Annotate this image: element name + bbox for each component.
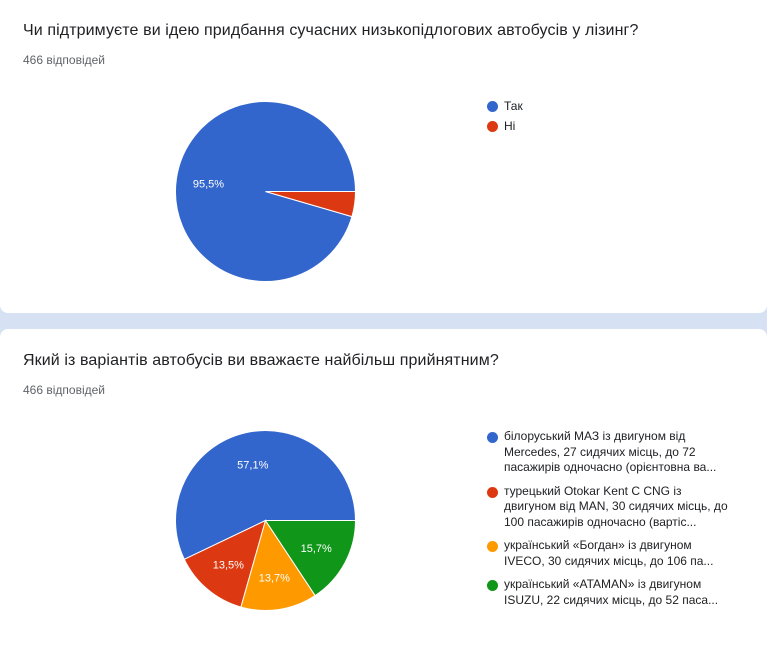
question-title: Чи підтримуєте ви ідею придбання сучасни… xyxy=(23,22,639,39)
legend-marker xyxy=(487,541,498,552)
pie-slice xyxy=(240,519,316,611)
slice-label: 57,1% xyxy=(237,459,268,471)
legend-label: білоруський МАЗ із двигуном від Mercedes… xyxy=(504,429,717,474)
slice-label: 95,5% xyxy=(193,178,224,190)
legend-item: Так xyxy=(487,98,523,118)
legend-label: український «Богдан» із двигуном IVECO, … xyxy=(504,538,714,568)
pie-slice xyxy=(265,191,357,218)
legend-item: український «ATAMAN» із двигуном ISUZU, … xyxy=(487,577,744,608)
legend-marker xyxy=(487,486,498,498)
legend-1: Так Ні xyxy=(487,98,523,138)
question-title: Який із варіантів автобусів ви вважаєте … xyxy=(23,352,499,369)
legend-item: білоруський МАЗ із двигуном від Mercedes… xyxy=(487,429,744,476)
legend-item: український «Богдан» із двигуном IVECO, … xyxy=(487,538,744,569)
slice-label: 15,7% xyxy=(301,543,332,555)
pie-slice xyxy=(175,430,357,560)
question-card-2: Який із варіантів автобусів ви вважаєте … xyxy=(0,329,767,649)
legend-label: турецький Otokar Kent C CNG із двигуном … xyxy=(504,483,728,529)
legend-label: Так xyxy=(504,99,523,113)
legend-item: турецький Otokar Kent C CNG із двигуном … xyxy=(487,484,744,531)
pie-chart-1: 95,5% xyxy=(175,101,357,282)
response-count: 466 відповідей xyxy=(23,53,105,67)
legend-item: Ні xyxy=(487,118,523,138)
pie-slice xyxy=(264,520,357,597)
legend-marker xyxy=(487,580,498,591)
legend-marker xyxy=(487,432,498,443)
legend-marker xyxy=(487,121,498,132)
pie-slice xyxy=(183,519,267,608)
legend-2: білоруський МАЗ із двигуном від Mercedes… xyxy=(487,429,744,616)
legend-label: український «ATAMAN» із двигуном ISUZU, … xyxy=(504,577,719,607)
slice-label: 13,5% xyxy=(213,560,244,572)
slice-label: 13,7% xyxy=(259,572,290,584)
question-card-1: Чи підтримуєте ви ідею придбання сучасни… xyxy=(0,0,767,313)
legend-marker xyxy=(487,101,498,112)
legend-label: Ні xyxy=(504,119,516,133)
response-count: 466 відповідей xyxy=(23,383,105,397)
pie-chart-2: 57,1% 13,5% 13,7% 15,7% xyxy=(175,430,357,611)
